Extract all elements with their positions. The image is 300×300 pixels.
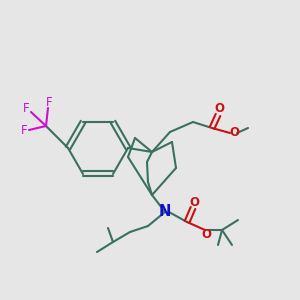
Text: O: O: [201, 229, 211, 242]
Text: O: O: [229, 125, 239, 139]
Text: F: F: [23, 103, 29, 116]
Text: O: O: [214, 103, 224, 116]
Text: O: O: [189, 196, 199, 208]
Text: N: N: [159, 205, 171, 220]
Text: F: F: [46, 95, 52, 109]
Text: F: F: [21, 124, 27, 136]
